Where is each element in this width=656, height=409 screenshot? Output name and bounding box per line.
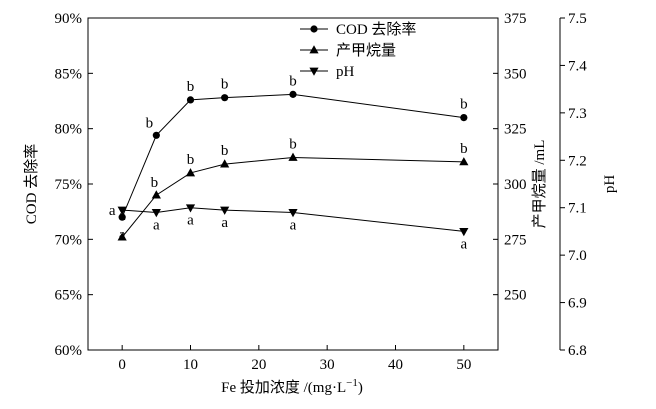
methane-sig-label: b [187, 152, 195, 168]
y-right-tick-label: 7.1 [568, 201, 587, 217]
methane-sig-label: b [151, 175, 159, 191]
cod-sig-label: b [221, 77, 229, 93]
ph-point [185, 204, 196, 213]
y-left-tick-label: 85% [55, 66, 83, 82]
x-tick-label: 50 [456, 357, 471, 373]
cod-sig-label: b [187, 79, 195, 95]
ph-point [117, 206, 127, 215]
ph-sig-label: a [187, 213, 194, 229]
cod-point [221, 94, 229, 102]
x-tick-label: 20 [251, 357, 266, 373]
cod-sig-label: b [289, 73, 297, 89]
methane-sig-label: b [289, 136, 297, 152]
y-right-tick-label: 7.5 [568, 11, 587, 27]
ph-point [459, 228, 469, 237]
legend-label: pH [336, 64, 355, 80]
cod-sig-label: b [460, 97, 468, 113]
cod-point [460, 114, 468, 122]
y-right-tick-label: 6.8 [568, 343, 587, 359]
cod-point [186, 96, 195, 104]
cod-point [118, 213, 126, 221]
x-tick-label: 10 [183, 357, 198, 373]
y-mid-tick-label: 275 [504, 232, 527, 248]
y-right-tick-label: 7.0 [568, 248, 587, 264]
x-tick-label: 0 [118, 357, 126, 373]
y-left-tick-label: 65% [55, 288, 83, 304]
methane-sig-label: b [221, 143, 229, 159]
legend-marker [310, 25, 318, 33]
methane-point [151, 190, 161, 199]
legend-label: 产甲烷量 [336, 42, 396, 59]
cod-point [289, 90, 297, 98]
methane-point [220, 159, 230, 168]
methane-line [121, 156, 464, 238]
plot-frame [87, 17, 499, 351]
y-axis-left-title: COD 去除率 [23, 144, 40, 224]
ph-point [151, 209, 161, 218]
y-right-tick-label: 7.2 [568, 153, 587, 169]
cod-sig-label: b [146, 115, 154, 131]
ph-point [288, 209, 298, 218]
x-tick-label: 40 [388, 357, 403, 373]
cod-point [152, 131, 160, 139]
x-tick-label: 30 [320, 357, 335, 373]
y-axis-mid-title: 产甲烷量 /mL [531, 140, 548, 229]
ph-line [122, 207, 464, 232]
y-mid-tick-label: 300 [504, 177, 527, 193]
ph-sig-label: a [153, 217, 160, 233]
ph-sig-label: a [109, 203, 116, 219]
y-left-tick-label: 80% [55, 122, 83, 138]
ph-point [220, 206, 230, 215]
y-left-tick-label: 75% [55, 177, 83, 193]
methane-sig-label: b [460, 141, 468, 157]
y-mid-tick-label: 250 [504, 288, 527, 304]
y-right-tick-label: 6.9 [568, 296, 587, 312]
methane-point [117, 232, 127, 241]
cod-line [121, 93, 464, 218]
y-mid-tick-label: 350 [504, 66, 527, 82]
y-mid-tick-label: 375 [504, 11, 527, 27]
ph-sig-label: a [460, 236, 467, 252]
y-mid-tick-label: 325 [504, 122, 527, 138]
legend-marker [309, 67, 319, 76]
y-left-tick-label: 90% [55, 11, 83, 27]
y-left-tick-label: 60% [55, 343, 83, 359]
y-left-tick-label: 70% [55, 232, 83, 248]
legend-marker [309, 45, 319, 54]
ph-sig-label: a [290, 217, 297, 233]
y-axis-right-title: pH [602, 175, 618, 194]
y-right-tick-label: 7.3 [568, 106, 587, 122]
x-axis-title: Fe 投加浓度 /(mg·L−1) [221, 377, 363, 396]
y-right-tick-label: 7.4 [568, 58, 587, 74]
methane-point [288, 152, 298, 161]
methane-point [459, 157, 469, 166]
methane-point [185, 168, 196, 177]
ph-sig-label: a [221, 215, 228, 231]
methane-sig-label: a [119, 208, 126, 224]
legend-label: COD 去除率 [336, 21, 416, 38]
